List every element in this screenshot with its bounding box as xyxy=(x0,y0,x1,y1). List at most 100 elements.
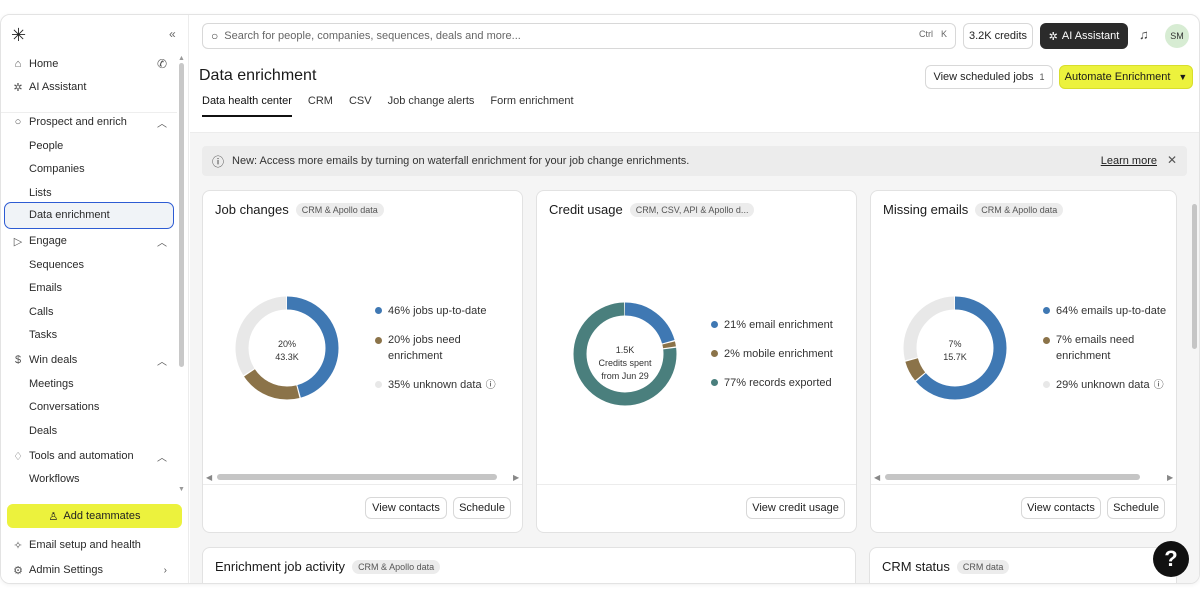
sidebar-section-win-deals[interactable]: $ Win deals ︿ xyxy=(11,350,171,370)
sidebar-item-people[interactable]: People xyxy=(29,140,64,152)
section-label: Engage xyxy=(29,235,67,247)
sidebar-section-tools[interactable]: ♢ Tools and automation ︿ xyxy=(11,446,171,466)
chevron-up-icon: ︿ xyxy=(157,118,167,130)
sidebar-item-emails[interactable]: Emails xyxy=(29,282,63,294)
view-contacts-button[interactable]: View contacts xyxy=(365,497,447,519)
home-icon: ⌂ xyxy=(14,58,22,70)
tab-csv[interactable]: CSV xyxy=(348,95,372,107)
sidebar-item-sequences[interactable]: Sequences xyxy=(29,259,85,271)
donut-segment xyxy=(903,296,1007,400)
schedule-button[interactable]: Schedule xyxy=(453,497,511,519)
enrichment-job-activity-card: Enrichment job activity CRM & Apollo dat… xyxy=(202,547,856,583)
sidebar-item-lists[interactable]: Lists xyxy=(29,187,52,199)
automate-label: Automate Enrichment xyxy=(1064,71,1171,83)
email-setup-icon: ✧ xyxy=(13,539,23,552)
main-scrollbar[interactable] xyxy=(1192,204,1197,349)
legend-dot-grey xyxy=(375,381,382,388)
tab-form-enrichment[interactable]: Form enrichment xyxy=(490,95,574,107)
job-changes-donut xyxy=(235,296,339,400)
legend-dot-brown xyxy=(375,337,382,344)
legend-label: 29% unknown data xyxy=(1056,379,1150,391)
scroll-up-arrow-icon[interactable]: ▲ xyxy=(178,55,185,62)
topbar: ○ Search for people, companies, sequence… xyxy=(190,15,1199,59)
sidebar-scrollbar[interactable] xyxy=(179,63,184,367)
legend-dot-teal xyxy=(711,379,718,386)
tab-data-health-center[interactable]: Data health center xyxy=(202,95,292,117)
sidebar-item-home[interactable]: ⌂ Home ✆ xyxy=(11,54,171,74)
search-input[interactable]: ○ Search for people, companies, sequence… xyxy=(202,23,956,49)
scroll-right-arrow-icon[interactable]: ▶ xyxy=(1167,473,1174,482)
sidebar-item-email-setup[interactable]: ✧ Email setup and health xyxy=(11,535,171,555)
sidebar-section-engage[interactable]: ▷ Engage ︿ xyxy=(11,231,171,251)
help-button[interactable]: ? xyxy=(1153,541,1189,577)
legend-dot-blue xyxy=(711,321,718,328)
divider xyxy=(537,484,856,485)
donut-center-count: 15.7K xyxy=(943,352,967,362)
sidebar-item-data-enrichment[interactable]: Data enrichment xyxy=(29,209,110,221)
search-icon: ○ xyxy=(211,29,219,43)
chevron-up-icon: ︿ xyxy=(157,356,167,368)
donut-segment xyxy=(235,296,339,400)
sidebar-item-companies[interactable]: Companies xyxy=(29,163,85,175)
credit-usage-card: Credit usage CRM, CSV, API & Apollo d...… xyxy=(536,190,857,533)
info-icon[interactable]: ⓘ xyxy=(1153,380,1164,391)
add-teammates-button[interactable]: ♙ Add teammates xyxy=(7,504,182,528)
gear-icon: ⚙ xyxy=(13,564,23,577)
sidebar-item-meetings[interactable]: Meetings xyxy=(29,378,74,390)
legend-dot-brown xyxy=(1043,337,1050,344)
tab-job-change-alerts[interactable]: Job change alerts xyxy=(387,95,475,107)
donut-center-label: 1.5K Credits spent from Jun 29 xyxy=(589,344,661,383)
legend-item: 29% unknown data ⓘ xyxy=(1043,377,1164,394)
sidebar-item-conversations[interactable]: Conversations xyxy=(29,401,100,413)
sidebar-item-ai-assistant[interactable]: ✲ AI Assistant xyxy=(11,77,171,97)
donut-center-caption: Credits spent xyxy=(598,358,652,368)
donut-segment xyxy=(903,296,1007,400)
legend-label: 21% email enrichment xyxy=(724,319,833,331)
notification-bell-icon[interactable]: ♫ xyxy=(1139,27,1149,42)
schedule-button[interactable]: Schedule xyxy=(1107,497,1165,519)
scroll-right-arrow-icon[interactable]: ▶ xyxy=(513,473,520,482)
sidebar: ✳ « ⌂ Home ✆ ✲ AI Assistant ○ Prospect a… xyxy=(1,15,189,583)
view-contacts-button[interactable]: View contacts xyxy=(1021,497,1101,519)
missing-emails-card: Missing emails CRM & Apollo data 7% 15.7… xyxy=(870,190,1177,533)
scroll-left-arrow-icon[interactable]: ◀ xyxy=(206,473,213,482)
sidebar-item-tasks[interactable]: Tasks xyxy=(29,329,58,341)
sidebar-item-workflows[interactable]: Workflows xyxy=(29,473,80,485)
job-changes-card: Job changes CRM & Apollo data 20% 43.3K … xyxy=(202,190,523,533)
view-scheduled-jobs-button[interactable]: View scheduled jobs 1 xyxy=(925,65,1053,89)
phone-icon[interactable]: ✆ xyxy=(156,57,167,71)
sidebar-item-admin-settings[interactable]: ⚙ Admin Settings › xyxy=(11,560,171,580)
horizontal-scrollbar[interactable] xyxy=(217,474,497,480)
scroll-left-arrow-icon[interactable]: ◀ xyxy=(874,473,881,482)
donut-segment xyxy=(235,296,339,400)
collapse-sidebar-icon[interactable]: « xyxy=(169,27,176,41)
enrichment-job-activity-title: Enrichment job activity xyxy=(215,559,346,574)
legend-label: 46% jobs up-to-date xyxy=(388,305,487,317)
apollo-logo-icon[interactable]: ✳ xyxy=(11,25,27,45)
legend-item: 46% jobs up-to-date xyxy=(375,303,486,319)
legend-item: 2% mobile enrichment xyxy=(711,346,833,362)
sidebar-section-prospect[interactable]: ○ Prospect and enrich ︿ xyxy=(11,112,171,132)
scroll-down-arrow-icon[interactable]: ▼ xyxy=(178,486,185,493)
divider xyxy=(871,484,1176,485)
shortcut-ctrl: Ctrl xyxy=(919,29,933,39)
close-icon[interactable]: ✕ xyxy=(1166,153,1177,167)
info-icon[interactable]: ⓘ xyxy=(485,380,496,391)
tab-crm[interactable]: CRM xyxy=(307,95,333,107)
view-credit-usage-button[interactable]: View credit usage xyxy=(746,497,845,519)
legend-dot-blue xyxy=(1043,307,1050,314)
missing-emails-title: Missing emails xyxy=(883,202,969,217)
ai-assistant-button[interactable]: ✲ AI Assistant xyxy=(1040,23,1128,49)
sidebar-item-deals[interactable]: Deals xyxy=(29,425,58,437)
add-teammates-label: Add teammates xyxy=(63,510,141,522)
credit-usage-donut xyxy=(573,302,677,406)
legend-dot-grey xyxy=(1043,381,1050,388)
horizontal-scrollbar[interactable] xyxy=(885,474,1140,480)
ai-icon: ✲ xyxy=(13,81,23,94)
credits-button[interactable]: 3.2K credits xyxy=(963,23,1033,49)
sidebar-item-calls[interactable]: Calls xyxy=(29,306,54,318)
learn-more-link[interactable]: Learn more xyxy=(1100,155,1157,167)
automate-enrichment-button[interactable]: Automate Enrichment ▼ xyxy=(1059,65,1193,89)
avatar[interactable]: SM xyxy=(1165,24,1189,48)
donut-center-value: 1.5K xyxy=(615,345,635,355)
